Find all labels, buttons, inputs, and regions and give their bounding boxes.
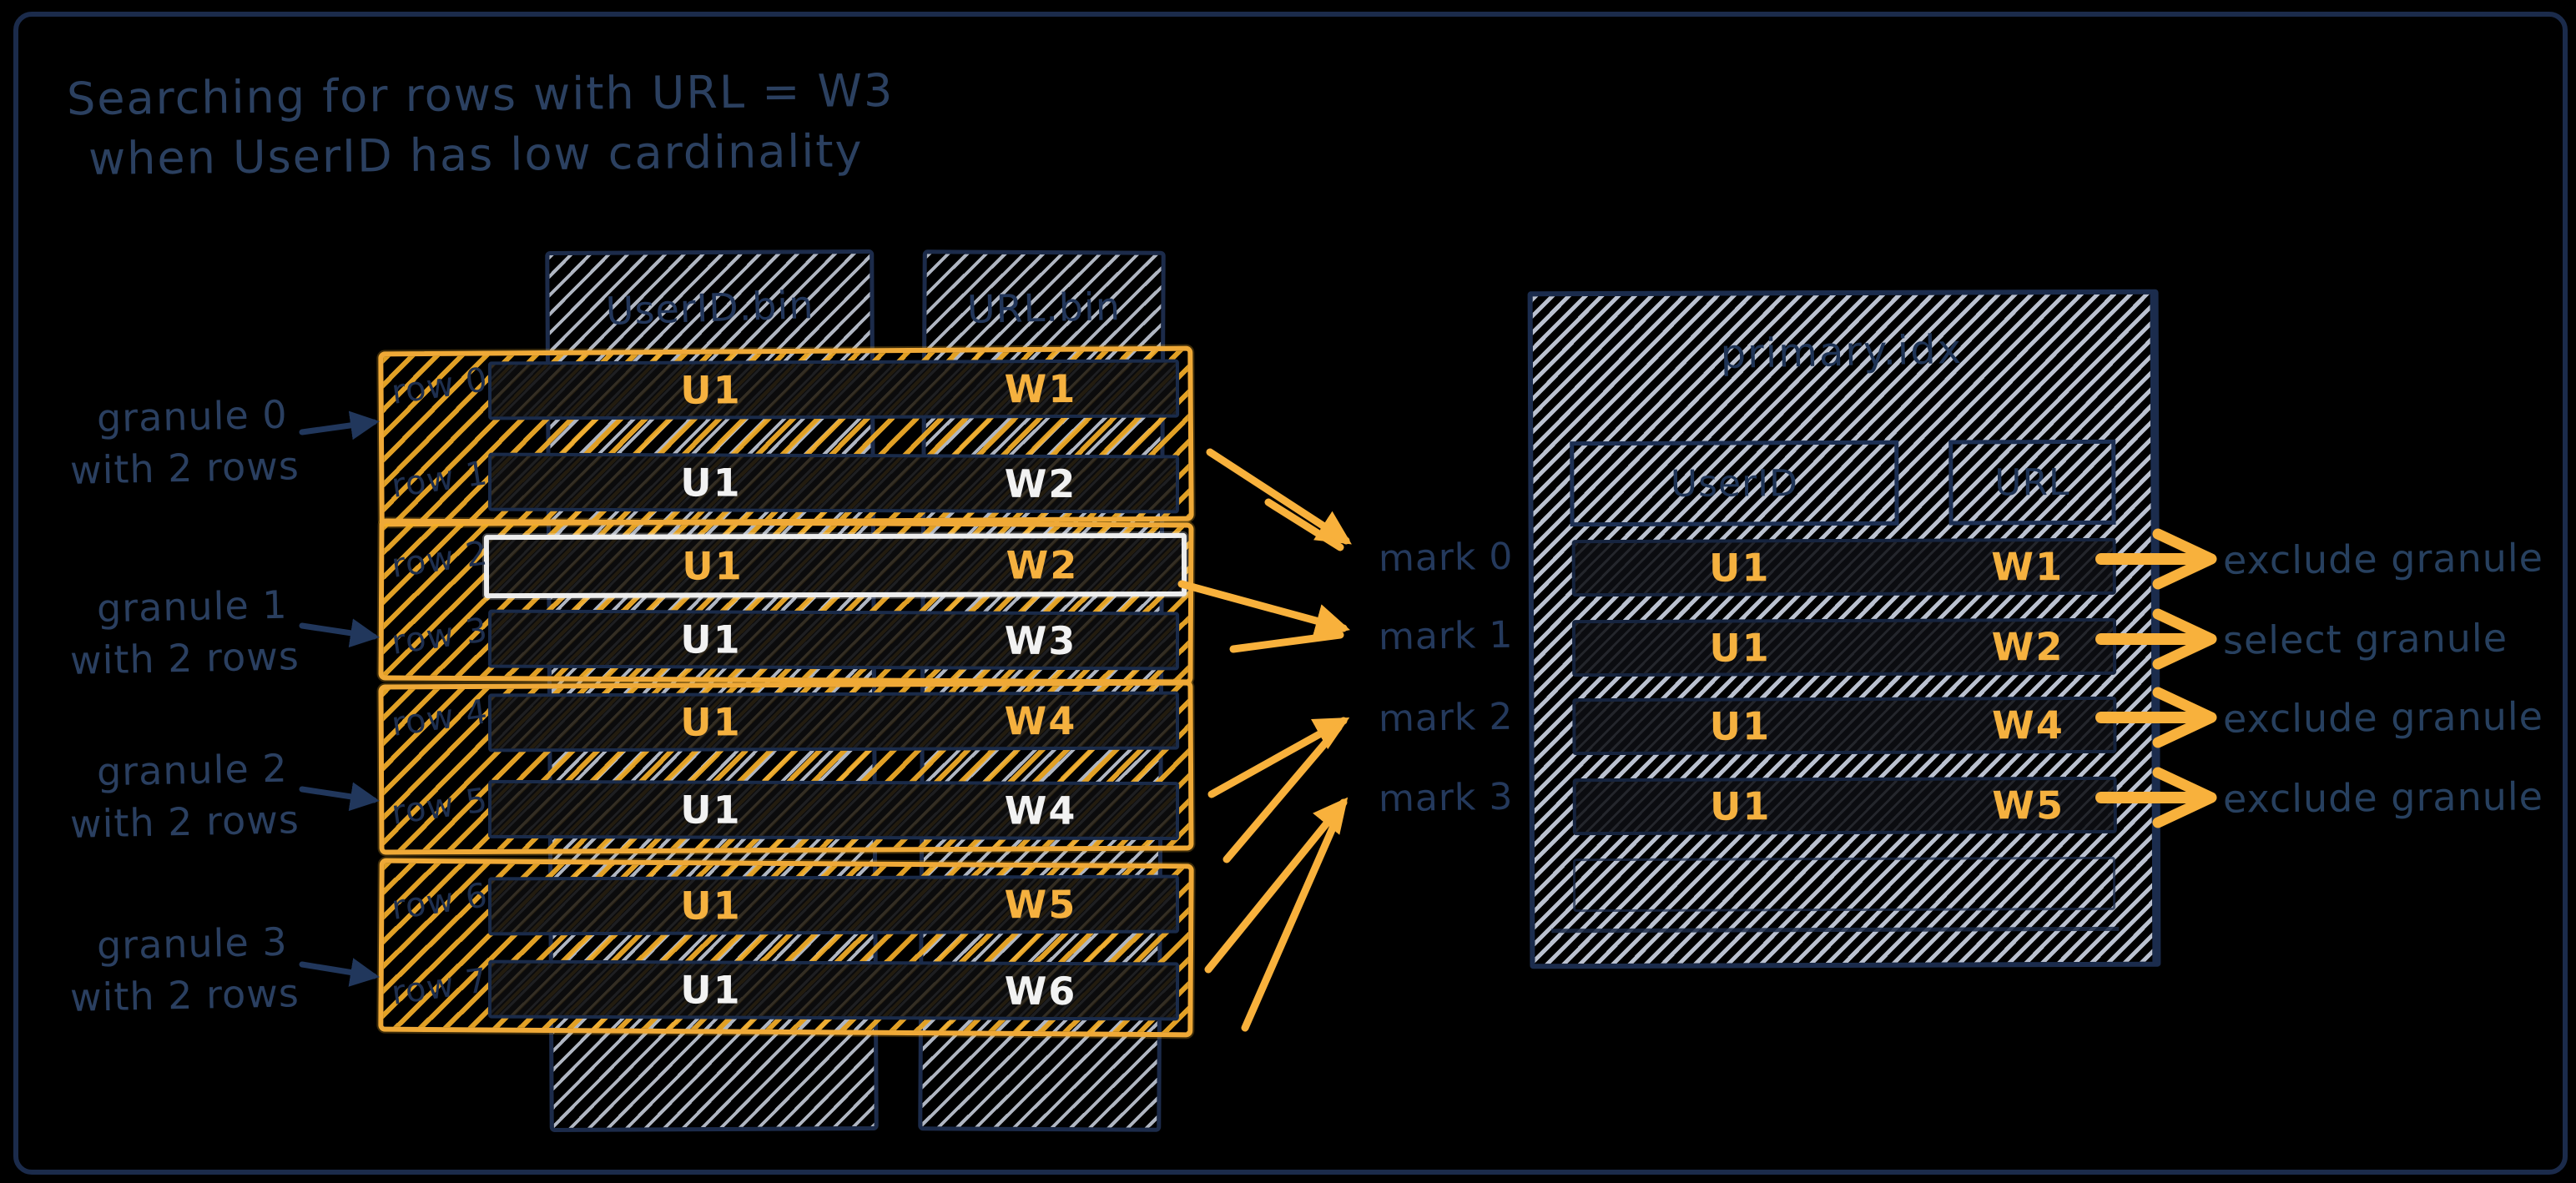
granule-pointer-arrows xyxy=(299,410,380,987)
outer-border xyxy=(13,12,2568,1175)
action-arrow-0-head xyxy=(2152,528,2217,590)
action-arrow-1-head xyxy=(2152,608,2217,670)
granule-3-arrow xyxy=(299,958,380,987)
mark-3-arrow xyxy=(1204,797,1348,974)
granule-1-arrow xyxy=(299,618,380,648)
mark-1-arrow-b xyxy=(1229,631,1344,653)
action-arrow-2-head xyxy=(2152,687,2217,748)
mark-2-arrow xyxy=(1207,717,1350,798)
granule-2-arrow xyxy=(299,782,380,812)
mark-0-arrow xyxy=(1206,448,1352,545)
action-arrow-3-head xyxy=(2152,767,2217,828)
mark-1-arrow xyxy=(1177,580,1350,638)
mark-3-arrow-b xyxy=(1241,807,1344,1032)
granule-0-arrow xyxy=(299,410,380,440)
mark-2-arrow-b xyxy=(1222,723,1343,863)
mark-0-arrow-b xyxy=(1264,498,1344,551)
mark-arrows xyxy=(1177,448,1352,1032)
action-arrows xyxy=(2095,528,2217,828)
